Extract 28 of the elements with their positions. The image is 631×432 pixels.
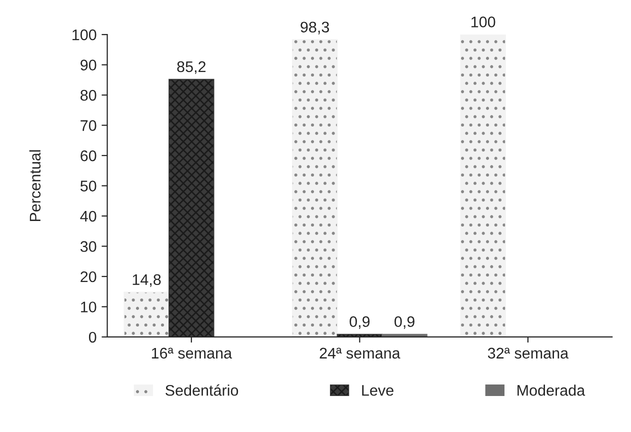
data-label: 85,2 — [177, 61, 206, 74]
y-tick-label: 90 — [80, 60, 96, 70]
legend-label: Sedentário — [166, 384, 238, 396]
y-tick-label: 0 — [88, 332, 96, 343]
y-tick-label: 40 — [80, 210, 96, 222]
data-label: 0,9 — [394, 316, 414, 329]
data-label: 0,9 — [350, 316, 370, 329]
legend-label: Leve — [362, 385, 394, 396]
x-tick-label: 16ª semana — [152, 348, 232, 359]
bar — [292, 39, 338, 337]
y-tick-label: 80 — [80, 90, 96, 101]
y-tick-label: 30 — [80, 241, 96, 252]
bar — [168, 78, 214, 337]
bar — [460, 34, 506, 337]
y-tick-label: 70 — [80, 120, 96, 131]
y-tick-label: 50 — [80, 180, 96, 192]
y-axis-title: Percentual — [29, 150, 41, 222]
x-tick-label: 24ª semana — [320, 348, 400, 359]
data-label: 100 — [471, 16, 496, 28]
legend-label: Moderada — [518, 384, 586, 396]
y-tick-label: 20 — [80, 271, 96, 282]
x-tick-label: 32ª semana — [488, 348, 569, 359]
y-tick-label: 60 — [80, 150, 96, 162]
y-tick-label: 10 — [81, 302, 96, 312]
data-label: 98,3 — [300, 22, 329, 34]
data-label: 14,8 — [132, 274, 161, 287]
bar — [124, 292, 170, 337]
y-tick-label: 100 — [72, 29, 96, 40]
